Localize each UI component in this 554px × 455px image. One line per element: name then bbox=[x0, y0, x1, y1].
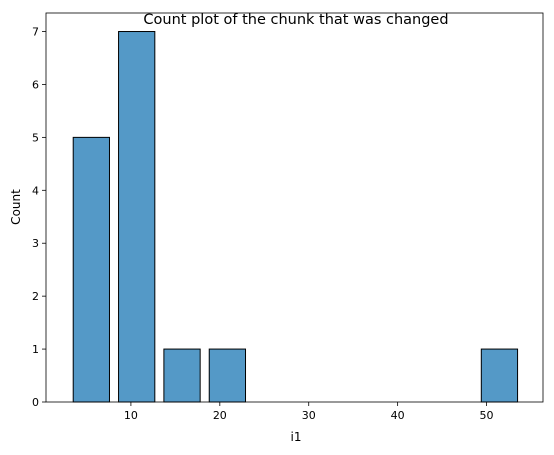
y-tick-label-0: 0 bbox=[32, 396, 39, 409]
chart-title: Count plot of the chunk that was changed bbox=[143, 12, 448, 28]
bar-0 bbox=[73, 137, 109, 402]
y-tick-label-2: 2 bbox=[32, 290, 39, 303]
x-tick-label-2: 30 bbox=[302, 409, 316, 422]
bar-3 bbox=[209, 349, 245, 402]
x-tick-label-4: 50 bbox=[480, 409, 494, 422]
bar-1 bbox=[119, 32, 155, 402]
x-axis-ticks: 10 20 30 40 50 bbox=[124, 402, 494, 422]
bar-9 bbox=[481, 349, 517, 402]
x-axis-label: i1 bbox=[291, 430, 302, 444]
y-axis-label: Count bbox=[9, 189, 23, 225]
x-tick-label-3: 40 bbox=[391, 409, 405, 422]
x-tick-label-0: 10 bbox=[124, 409, 138, 422]
bars-group bbox=[73, 32, 517, 402]
y-tick-label-7: 7 bbox=[32, 26, 39, 39]
y-axis-ticks: 0 1 2 3 4 5 6 7 bbox=[32, 26, 46, 409]
y-tick-label-4: 4 bbox=[32, 184, 39, 197]
y-tick-label-3: 3 bbox=[32, 237, 39, 250]
bar-2 bbox=[164, 349, 200, 402]
y-tick-label-5: 5 bbox=[32, 131, 39, 144]
y-tick-label-1: 1 bbox=[32, 343, 39, 356]
x-tick-label-1: 20 bbox=[213, 409, 227, 422]
y-tick-label-6: 6 bbox=[32, 78, 39, 91]
